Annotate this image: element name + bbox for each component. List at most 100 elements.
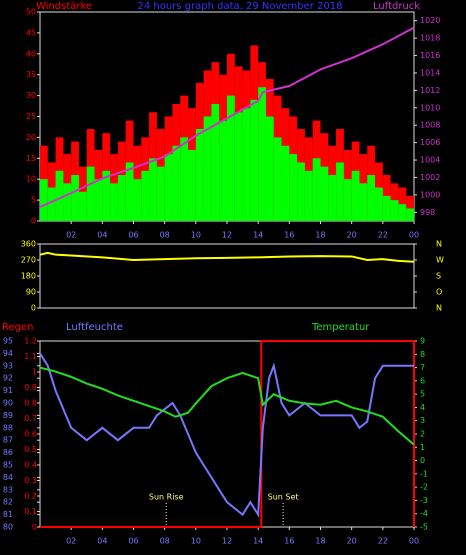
bar — [141, 170, 150, 221]
x-tick-label: 02 — [66, 231, 76, 240]
y-tick-label: 30 — [26, 91, 36, 100]
x-tick-label: 04 — [97, 231, 107, 240]
bar — [359, 183, 368, 221]
y-tick-label: 50 — [26, 8, 36, 17]
bar — [312, 158, 321, 221]
bar — [281, 145, 290, 221]
y-tick-label: 0.4 — [24, 461, 37, 470]
y3-tick-label: 94 — [3, 349, 13, 358]
humidity-axis-label: Luftfeuchte — [66, 322, 123, 333]
x-tick-label: 02 — [66, 537, 76, 546]
bar — [63, 183, 72, 221]
bar — [78, 191, 87, 221]
y2-tick-label: 1000 — [420, 190, 440, 199]
bar — [258, 87, 266, 222]
y2-tick-label: 1018 — [420, 34, 440, 43]
y-tick-label: 15 — [26, 154, 36, 163]
y2-tick-label: -5 — [420, 523, 428, 532]
bar — [211, 103, 220, 221]
bar — [336, 162, 344, 221]
y-tick-label: 360 — [21, 240, 36, 249]
bar — [398, 204, 407, 221]
bar — [86, 166, 95, 221]
bar — [40, 179, 48, 221]
y-tick-label: 0.8 — [24, 399, 37, 408]
bar — [47, 187, 56, 221]
y3-tick-label: 81 — [3, 510, 13, 519]
y2-tick-label: 1010 — [420, 103, 440, 112]
annotation: Sun Rise — [149, 493, 184, 502]
y-tick-label: 1.1 — [24, 352, 37, 361]
bar — [375, 187, 383, 221]
bar — [320, 166, 329, 221]
y-tick-label: 10 — [26, 175, 36, 184]
bar — [304, 170, 313, 221]
pressure-axis-label: Luftdruck — [373, 1, 420, 12]
y3-tick-label: 82 — [3, 498, 13, 507]
y3-tick-label: 93 — [3, 361, 13, 370]
x-tick-label: 18 — [315, 537, 325, 546]
x-tick-label: 20 — [347, 231, 357, 240]
x-tick-label: 16 — [284, 231, 294, 240]
y-tick-label: 25 — [26, 112, 36, 121]
x-tick-label: 14 — [253, 231, 263, 240]
bar — [234, 112, 243, 221]
y-tick-label: 0.6 — [24, 430, 37, 439]
x-tick-label: 20 — [347, 537, 357, 546]
y-tick-label: 0 — [31, 304, 36, 313]
y-tick-label: 0.2 — [24, 492, 37, 501]
y2-tick-label: 1020 — [420, 16, 440, 25]
x-tick-label: 10 — [191, 537, 201, 546]
y-tick-label: 180 — [21, 272, 36, 281]
y-tick-label: 35 — [26, 70, 36, 79]
y2-tick-label: 7 — [420, 363, 425, 372]
y2-tick-label: 1012 — [420, 86, 440, 95]
y2-tick-label: W — [436, 256, 444, 265]
y2-tick-label: 1014 — [420, 68, 440, 77]
bar — [406, 208, 414, 221]
bar — [149, 158, 157, 221]
bar — [117, 175, 126, 221]
y2-tick-label: 4 — [420, 403, 425, 412]
y2-tick-label: -1 — [420, 469, 428, 478]
y2-tick-label: 1 — [420, 443, 425, 452]
x-tick-label: 16 — [284, 537, 294, 546]
y-tick-label: 1 — [32, 368, 37, 377]
bar — [133, 179, 142, 221]
x-tick-label: 00 — [409, 231, 419, 240]
x-tick-label: 12 — [222, 537, 232, 546]
bar — [71, 175, 79, 221]
y2-tick-label: 1002 — [420, 173, 440, 182]
y-tick-label: 0.7 — [24, 414, 37, 423]
bar — [351, 170, 360, 221]
bar — [273, 137, 282, 221]
bar — [250, 99, 259, 221]
bar — [382, 195, 391, 221]
chart-title: 24 hours graph data, 29 November 2018 — [137, 1, 342, 12]
y2-tick-label: 5 — [420, 390, 425, 399]
bar — [406, 195, 414, 221]
bar — [195, 129, 204, 221]
bar — [242, 108, 251, 221]
y2-tick-label: 1008 — [420, 121, 440, 130]
x-tick-label: 06 — [128, 231, 138, 240]
y2-tick-label: -3 — [420, 496, 428, 505]
x-tick-label: 08 — [160, 231, 170, 240]
x-tick-label: 10 — [191, 231, 201, 240]
y3-tick-label: 84 — [3, 473, 13, 482]
bar — [390, 200, 399, 221]
x-tick-label: 04 — [97, 537, 107, 546]
x-tick-label: 00 — [409, 537, 419, 546]
y3-tick-label: 86 — [3, 448, 13, 457]
annotation: Sun Set — [268, 493, 299, 502]
y2-tick-label: 9 — [420, 337, 425, 346]
y-tick-label: 45 — [26, 28, 36, 37]
x-tick-label: 14 — [253, 537, 263, 546]
bar — [289, 154, 298, 221]
y2-tick-label: 1016 — [420, 51, 440, 60]
y2-tick-label: -4 — [420, 509, 428, 518]
bar — [94, 179, 103, 221]
y3-tick-label: 85 — [3, 461, 13, 470]
temperature-axis-label: Temperatur — [311, 322, 370, 333]
